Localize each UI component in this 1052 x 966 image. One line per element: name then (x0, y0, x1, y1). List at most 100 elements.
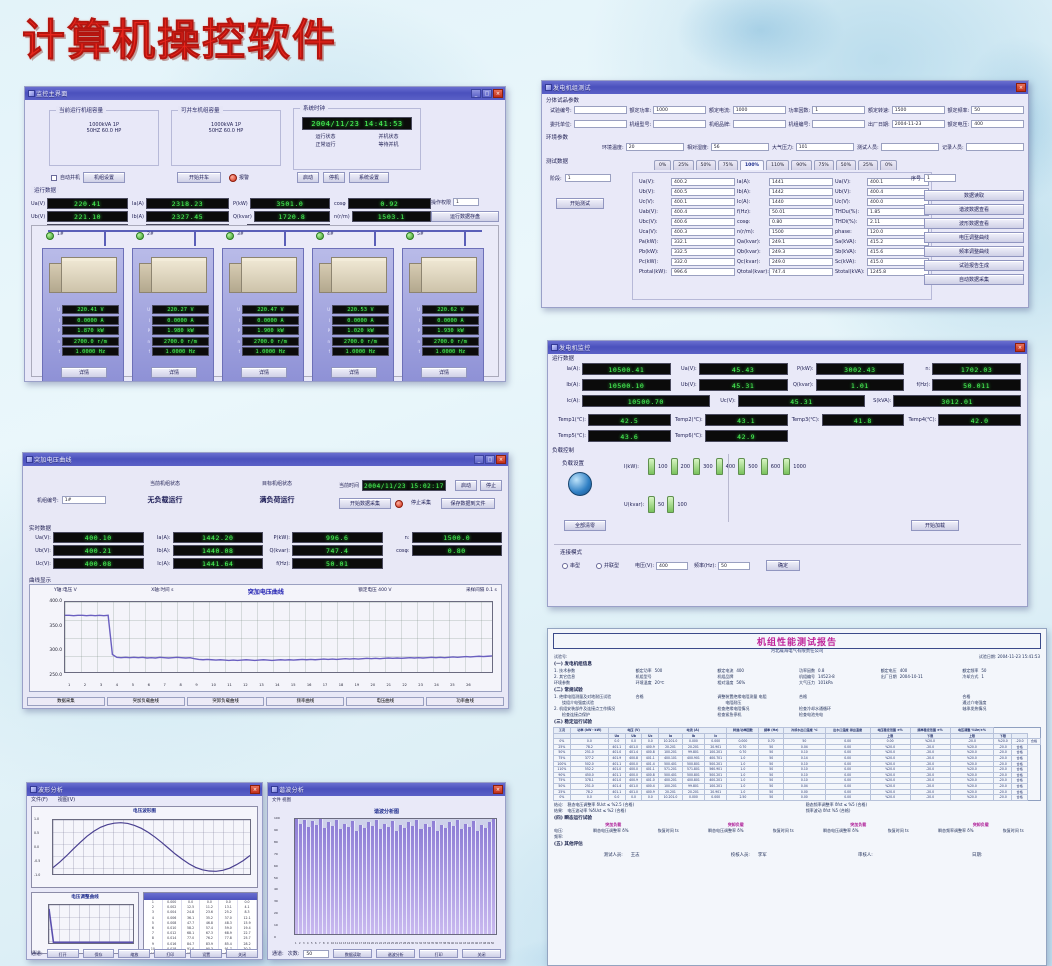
tab-0%[interactable]: 0% (880, 160, 898, 170)
footer-button[interactable]: 打印 (419, 949, 459, 958)
menu-bar[interactable]: 文件(F) 视图(V) (31, 796, 75, 803)
footer-button[interactable]: 关闭 (226, 949, 259, 958)
menu-item[interactable]: 视图(V) (57, 797, 76, 803)
load-switch[interactable] (738, 458, 746, 475)
menu-bar[interactable]: 文件 视图 (272, 798, 291, 803)
load-switch[interactable] (648, 458, 655, 475)
window-generator-control[interactable]: 发电机监控 × 运行数据 Ia(A): 10500.41 Ua(V): 45.43 P(… (547, 340, 1028, 607)
action-button[interactable]: 自动数据采集 (924, 274, 1024, 285)
window-controls[interactable]: _ □ × (471, 89, 503, 98)
measure-value[interactable]: 415.0 (867, 258, 929, 266)
start-load-button[interactable]: 开始加载 (911, 520, 959, 531)
footer-button[interactable]: 打印 (154, 949, 187, 958)
window-harmonic-analysis[interactable]: 谐波分析 × 文件 视图 谐波分析图 100 90 80 70 60 50 40 30 20 10… (267, 782, 506, 960)
status-cell[interactable]: 功率曲线 (426, 697, 504, 706)
window-controls[interactable]: × (493, 785, 503, 794)
field-input[interactable]: 1000 (653, 106, 706, 114)
permission-select[interactable]: 1 (453, 198, 480, 206)
start-capture-button[interactable]: 开始数据采集 (339, 498, 391, 509)
measure-value[interactable]: 249.1 (769, 238, 833, 246)
field-input[interactable]: 1000 (732, 106, 786, 114)
status-cell[interactable]: 数据采集 (27, 697, 105, 706)
measure-value[interactable]: 1245.8 (867, 268, 929, 276)
measure-value[interactable]: 415.6 (867, 248, 929, 256)
measure-value[interactable]: 1442 (769, 188, 833, 196)
measure-value[interactable]: 1500 (769, 228, 833, 236)
measure-value[interactable]: 400.4 (671, 208, 735, 216)
footer-toolbar[interactable]: 通道: 打开 保存 缩放 打印 设置 关闭 (31, 949, 259, 958)
field-input[interactable]: 400 (971, 120, 1024, 128)
window-generator-test[interactable]: 发电机组测试 × 分体试品参数 试验编号: 额定功率: 1000 额定电流: 1000 功… (541, 80, 1029, 308)
unit-number-field[interactable]: 1# (61, 496, 106, 504)
system-menu-icon[interactable] (30, 786, 37, 793)
system-menu-icon[interactable] (551, 344, 558, 351)
titlebar[interactable]: 波形分析 × (27, 783, 262, 796)
measure-value[interactable]: 249.3 (769, 248, 833, 256)
tab-25%[interactable]: 25% (673, 160, 694, 170)
start-test-button[interactable]: 开始测试 (556, 198, 604, 209)
tab-25%[interactable]: 25% (857, 160, 879, 170)
footer-button[interactable]: 打开 (46, 949, 79, 958)
titlebar[interactable]: 发电机组测试 × (542, 81, 1028, 94)
titlebar[interactable]: 突加电压曲线 _ □ × (23, 453, 508, 466)
footer-button[interactable]: 关闭 (462, 949, 501, 958)
load-switch[interactable] (693, 458, 701, 475)
measure-value[interactable]: 1440 (769, 198, 833, 206)
load-switch[interactable] (670, 458, 678, 475)
action-button[interactable]: 波形数据查看 (924, 218, 1024, 229)
measure-value[interactable]: 400.1 (867, 178, 929, 186)
minimize-icon[interactable]: _ (474, 455, 484, 464)
footer-button[interactable]: 保存 (82, 949, 115, 958)
window-controls[interactable]: _ □ × (474, 455, 506, 464)
field-input[interactable]: 1500 (891, 106, 945, 114)
close-icon[interactable]: × (496, 455, 506, 464)
measure-value[interactable]: 400.6 (671, 218, 735, 226)
device-detail-button[interactable]: 详情 (331, 367, 377, 378)
action-button[interactable]: 谐波数据查看 (924, 204, 1024, 215)
stop-capture-button[interactable]: 停止采集 (410, 500, 431, 506)
stop-button[interactable]: 停机 (323, 172, 345, 183)
auto-parallel-checkbox[interactable] (51, 174, 57, 181)
measure-value[interactable]: 400.2 (671, 178, 735, 186)
chart-frequency-curve[interactable]: 电压调整曲线 (31, 892, 139, 954)
field-input[interactable] (880, 143, 939, 151)
field-input[interactable]: 56 (710, 143, 769, 151)
field-input[interactable] (965, 143, 1024, 151)
maximize-icon[interactable]: □ (485, 455, 495, 464)
close-icon[interactable]: × (1015, 343, 1025, 352)
status-cell[interactable]: 频率曲线 (266, 697, 345, 706)
load-step-switches-2[interactable]: 50 100 (648, 496, 687, 513)
window-controls[interactable]: × (250, 785, 260, 794)
load-switch[interactable] (715, 458, 723, 475)
field-input[interactable]: 50 (971, 106, 1024, 114)
action-button[interactable]: 电压调整曲线 (924, 232, 1024, 243)
tab-50%[interactable]: 50% (695, 160, 716, 170)
measure-value[interactable]: 747.4 (769, 268, 833, 276)
tab-75%[interactable]: 75% (717, 160, 738, 170)
system-settings-button[interactable]: 系统设置 (349, 172, 389, 183)
document-test-report[interactable]: 机组性能测试报告 河北威海电气有限责任公司 试验号: 试验日期: 2004-11… (547, 628, 1047, 966)
mode-radio-parallel[interactable] (596, 562, 603, 569)
mode-fields[interactable]: 电压(V): 400 频率(Hz): 50 (635, 561, 751, 570)
field-input[interactable] (653, 120, 706, 128)
tab-110%[interactable]: 110% (766, 160, 790, 170)
system-menu-icon[interactable] (271, 786, 278, 793)
status-cell[interactable]: 突卸负载曲线 (186, 697, 265, 706)
field-input[interactable]: 1 (812, 106, 865, 114)
window-main-monitor[interactable]: 监控主界面 _ □ × 当前运行机组容量 1000kVA 1P 50HZ 60.… (24, 86, 506, 382)
window-step-voltage[interactable]: 突加电压曲线 _ □ × 机组编号: 1# 当前机组状态 无负载运行 目标机组状… (22, 452, 509, 709)
titlebar[interactable]: 发电机监控 × (548, 341, 1027, 354)
system-menu-icon[interactable] (26, 456, 33, 463)
measure-value[interactable]: 400.5 (671, 188, 735, 196)
footer-button[interactable]: 数据读取 (333, 949, 373, 958)
measure-value[interactable]: 400.0 (867, 198, 929, 206)
chart-voltage-waveform[interactable]: 电压波形图 1.0 0.5 0.0 -0.5 -1.0 (31, 806, 258, 888)
measure-value[interactable]: 50.01 (769, 208, 833, 216)
system-menu-icon[interactable] (28, 90, 35, 97)
footer-toolbar[interactable]: 通道: 次数: 50 数据读取 谐波分析 打印 关闭 (272, 949, 501, 958)
measure-value[interactable]: 0.80 (769, 218, 833, 226)
field-input[interactable]: 2004-11-23 (891, 120, 945, 128)
close-icon[interactable]: × (493, 89, 503, 98)
status-cell[interactable]: 突加负载曲线 (106, 697, 185, 706)
action-button[interactable]: 试验报告生成 (924, 260, 1024, 271)
